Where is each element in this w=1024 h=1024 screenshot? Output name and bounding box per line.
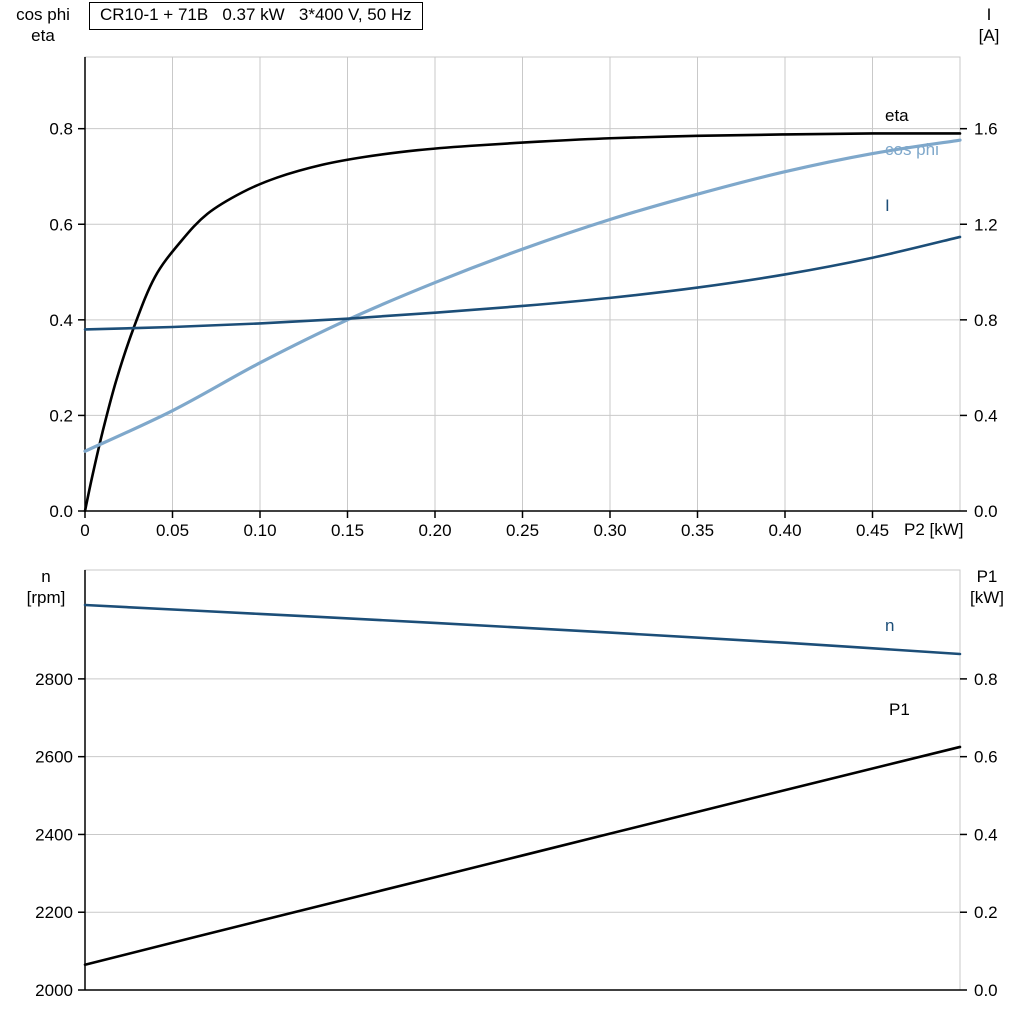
tick-label-right: 1.6	[974, 120, 998, 139]
tick-label-bottom: 0.15	[331, 521, 364, 540]
tick-label-right: 0.4	[974, 825, 998, 844]
tick-label-right: 0.4	[974, 406, 998, 425]
axis-label-speed: n	[41, 567, 51, 586]
left-axis-title-bottom-chart: n [rpm]	[10, 566, 82, 608]
tick-label-left: 0.8	[49, 120, 73, 139]
tick-label-left: 0.2	[49, 406, 73, 425]
curve-p1	[83, 745, 962, 967]
tick-label-bottom: 0	[80, 521, 89, 540]
tick-label-bottom: 0.40	[768, 521, 801, 540]
tick-label-right: 0.0	[974, 502, 998, 521]
axis-label-current: I	[986, 5, 992, 24]
axis-label-current-unit: [A]	[978, 26, 1000, 45]
axis-label-speed-unit: [rpm]	[26, 588, 66, 607]
curve-label-speed: n	[885, 616, 895, 635]
curve-label-p1: P1	[889, 700, 910, 719]
tick-label-left: 2000	[35, 981, 73, 1000]
axis-label-cos-phi: cos phi	[16, 5, 70, 24]
tick-label-right: 0.6	[974, 748, 998, 767]
tick-label-left: 0.6	[49, 215, 73, 234]
axis-label-eta: eta	[31, 26, 55, 45]
tick-label-bottom: 0.20	[418, 521, 451, 540]
tick-label-right: 0.8	[974, 311, 998, 330]
curve-label-eta: eta	[885, 106, 909, 125]
axis-label-p1: P1	[976, 567, 998, 586]
tick-label-bottom: 0.30	[593, 521, 626, 540]
tick-label-left: 2800	[35, 670, 73, 689]
left-axis-title-top-chart: cos phi eta	[6, 4, 80, 46]
tick-label-bottom: 0.45	[856, 521, 889, 540]
chart-title: CR10-1 + 71B 0.37 kW 3*400 V, 50 Hz	[89, 2, 423, 30]
tick-label-left: 0.0	[49, 502, 73, 521]
tick-label-left: 2400	[35, 825, 73, 844]
curve-eta	[83, 132, 962, 513]
tick-label-right: 0.2	[974, 903, 998, 922]
tick-label-bottom: 0.10	[243, 521, 276, 540]
tick-label-bottom: 0.25	[506, 521, 539, 540]
tick-label-left: 0.4	[49, 311, 73, 330]
tick-label-bottom: 0.05	[156, 521, 189, 540]
tick-label-right: 1.2	[974, 215, 998, 234]
right-axis-title-bottom-chart: P1 [kW]	[958, 566, 1016, 608]
x-axis-label-p2: P2 [kW]	[904, 520, 964, 539]
right-axis-title-top-chart: I [A]	[961, 4, 1017, 46]
tick-label-left: 2200	[35, 903, 73, 922]
tick-label-left: 2600	[35, 748, 73, 767]
axis-label-p1-unit: [kW]	[970, 588, 1004, 607]
curve-cos-phi	[83, 138, 962, 453]
tick-label-bottom: 0.35	[681, 521, 714, 540]
tick-label-right: 0.8	[974, 670, 998, 689]
curve-n	[83, 603, 962, 656]
curve-label-current: I	[885, 196, 890, 215]
curve-i	[83, 235, 962, 331]
curve-label-cos-phi: cos phi	[885, 140, 939, 159]
tick-label-right: 0.0	[974, 981, 998, 1000]
